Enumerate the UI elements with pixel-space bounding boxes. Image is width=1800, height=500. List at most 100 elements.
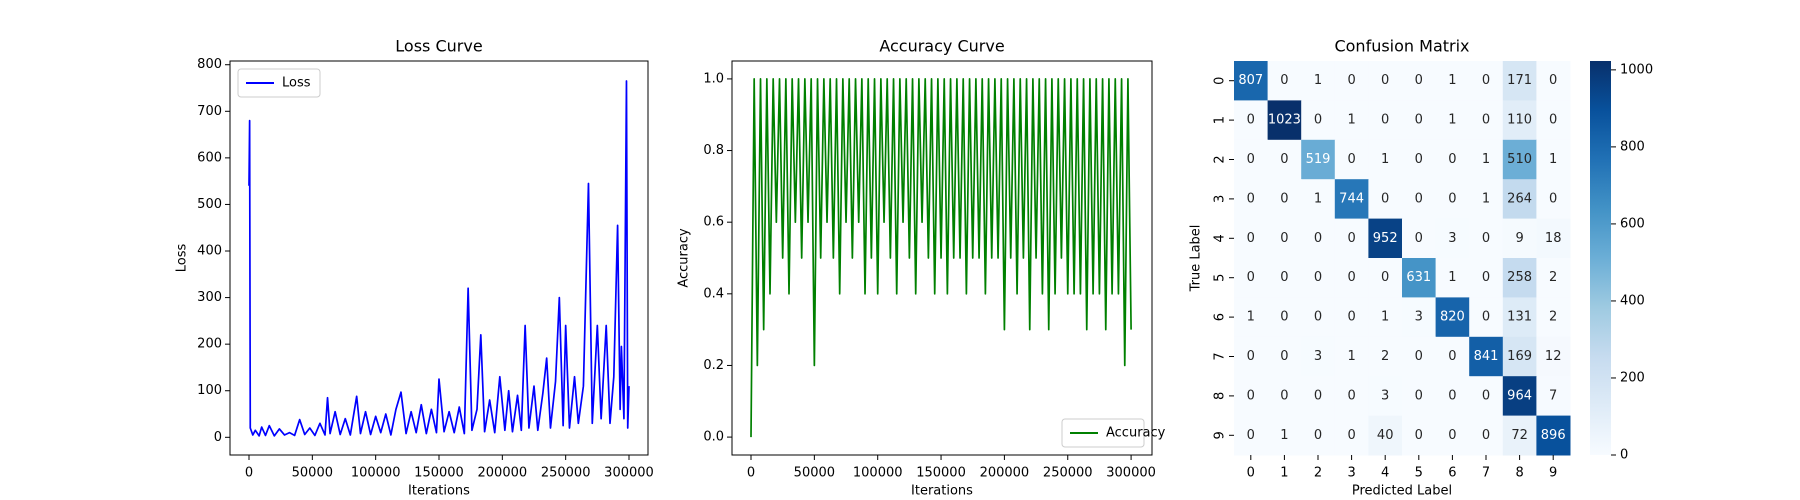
- heatmap-cell: [1267, 336, 1302, 377]
- cell-label: 1: [1347, 349, 1355, 364]
- cell-label: 807: [1238, 73, 1263, 88]
- cell-label: 0: [1482, 73, 1490, 88]
- y-tick-label: 0: [214, 430, 222, 445]
- cell-label: 0: [1448, 349, 1456, 364]
- cell-label: 896: [1541, 428, 1566, 443]
- cell-label: 1: [1280, 428, 1288, 443]
- colorbar: [1590, 61, 1611, 455]
- heatmap-cell: [1536, 100, 1571, 141]
- heatmap-cell: [1435, 336, 1470, 377]
- x-axis-label: Predicted Label: [1352, 484, 1452, 499]
- x-tick-label: 0: [747, 466, 755, 481]
- cell-label: 0: [1280, 270, 1288, 285]
- heatmap-cell: [1234, 258, 1269, 298]
- heatmap-cell: [1469, 61, 1504, 101]
- cell-label: 1: [1314, 73, 1322, 88]
- colorbar-tick-label: 1000: [1620, 62, 1653, 77]
- y-tick-label: 1: [1213, 116, 1228, 124]
- cell-label: 0: [1381, 73, 1389, 88]
- cell-label: 0: [1347, 310, 1355, 325]
- heatmap-cell: [1368, 218, 1403, 259]
- cell-label: 0: [1280, 73, 1288, 88]
- chart-title: Loss Curve: [395, 37, 482, 56]
- heatmap-cell: [1435, 297, 1470, 338]
- cell-label: 0: [1247, 152, 1255, 167]
- heatmap-cell: [1234, 100, 1269, 141]
- cell-label: 0: [1415, 428, 1423, 443]
- cell-label: 9: [1515, 231, 1523, 246]
- cell-label: 0: [1482, 388, 1490, 403]
- cell-label: 841: [1474, 349, 1499, 364]
- heatmap-cell: [1234, 179, 1269, 220]
- cell-label: 264: [1507, 191, 1532, 206]
- cell-label: 0: [1381, 270, 1389, 285]
- cell-label: 1: [1381, 310, 1389, 325]
- cell-label: 0: [1314, 310, 1322, 325]
- cell-label: 0: [1280, 191, 1288, 206]
- y-tick-label: 5: [1213, 274, 1228, 282]
- data-line: [750, 78, 1132, 438]
- cell-label: 0: [1415, 152, 1423, 167]
- y-tick-label: 1.0: [703, 71, 724, 86]
- heatmap-cell: [1234, 376, 1269, 417]
- axes-frame: [229, 60, 649, 456]
- cell-label: 0: [1415, 73, 1423, 88]
- cell-label: 510: [1507, 152, 1532, 167]
- x-tick-label: 4: [1381, 466, 1389, 481]
- y-tick-label: 300: [197, 290, 222, 305]
- heatmap-cell: [1435, 61, 1470, 101]
- heatmap-cell: [1368, 179, 1403, 220]
- heatmap-cell: [1402, 376, 1437, 417]
- y-tick-label: 2: [1213, 155, 1228, 163]
- y-tick-label: 3: [1213, 195, 1228, 203]
- cell-label: 0: [1347, 388, 1355, 403]
- x-axis-label: Iterations: [911, 484, 973, 499]
- x-tick-label: 150000: [414, 466, 464, 481]
- x-tick-label: 2: [1314, 466, 1322, 481]
- heatmap-cell: [1267, 139, 1302, 180]
- cell-label: 744: [1339, 191, 1364, 206]
- x-tick-label: 0: [1247, 466, 1255, 481]
- legend: Loss: [237, 68, 321, 98]
- cell-label: 1: [1347, 113, 1355, 128]
- y-tick-label: 800: [197, 57, 222, 72]
- heatmap-cell: [1502, 297, 1537, 338]
- cell-label: 1: [1448, 270, 1456, 285]
- heatmap-cell: [1234, 336, 1269, 377]
- cell-label: 952: [1373, 231, 1398, 246]
- heatmap-cell: [1334, 336, 1369, 377]
- cell-label: 0: [1347, 231, 1355, 246]
- cell-label: 0: [1247, 191, 1255, 206]
- heatmap-cell: [1234, 139, 1269, 180]
- cell-label: 0: [1549, 191, 1557, 206]
- x-tick-label: 0: [245, 466, 253, 481]
- heatmap-cell: [1402, 179, 1437, 220]
- x-tick-label: 200000: [478, 466, 528, 481]
- cell-label: 12: [1545, 349, 1562, 364]
- cell-label: 0: [1415, 113, 1423, 128]
- cell-label: 0: [1448, 428, 1456, 443]
- cell-label: 0: [1415, 191, 1423, 206]
- cell-label: 0: [1549, 113, 1557, 128]
- cell-label: 0: [1314, 231, 1322, 246]
- heatmap-cell: [1234, 415, 1269, 456]
- heatmap-cell: [1435, 179, 1470, 220]
- cell-label: 0: [1247, 231, 1255, 246]
- cell-label: 2: [1549, 310, 1557, 325]
- heatmap-cell: [1536, 415, 1571, 456]
- y-tick-label: 0.0: [703, 430, 724, 445]
- x-tick-label: 300000: [1106, 466, 1156, 481]
- cell-label: 0: [1247, 349, 1255, 364]
- y-axis-label: Accuracy: [677, 228, 692, 288]
- heatmap-cell: [1234, 61, 1269, 101]
- legend-label: Accuracy: [1106, 426, 1166, 441]
- heatmap-cell: [1334, 297, 1369, 338]
- cell-label: 1: [1448, 73, 1456, 88]
- heatmap-cell: [1502, 258, 1537, 298]
- heatmap-cell: [1368, 258, 1403, 298]
- heatmap-cell: [1402, 258, 1437, 298]
- heatmap-cell: [1536, 61, 1571, 101]
- y-tick-label: 7: [1213, 352, 1228, 360]
- heatmap-cell: [1368, 139, 1403, 180]
